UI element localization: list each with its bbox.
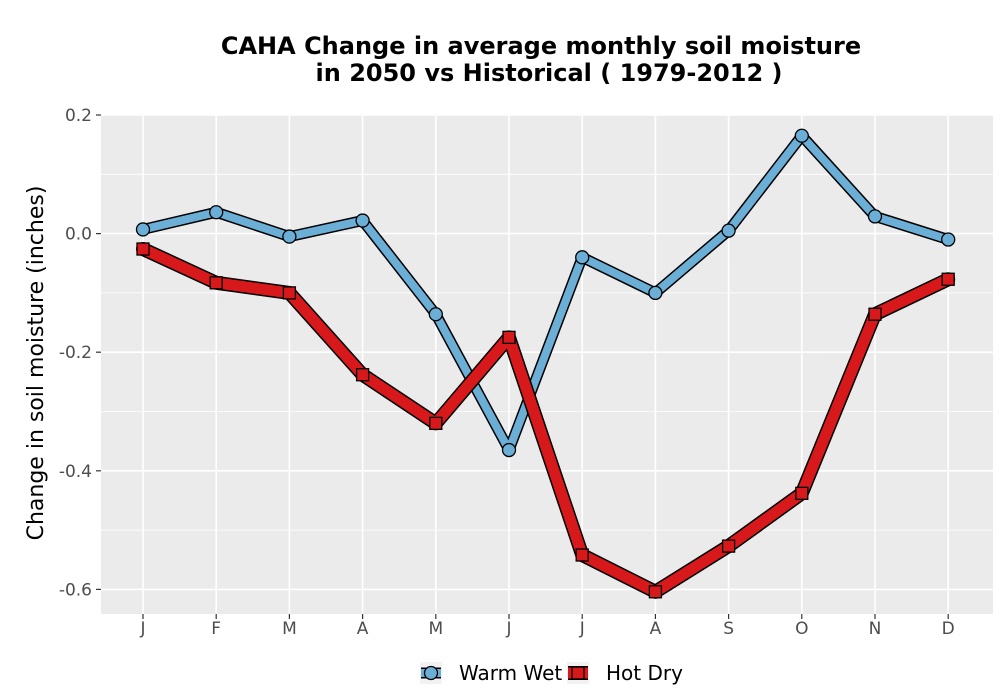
x-tick-label: O — [795, 619, 808, 639]
x-tick-label: J — [579, 619, 585, 639]
y-tick-label: -0.6 — [59, 580, 92, 600]
warm-wet-point — [648, 285, 663, 301]
x-tick-label: J — [139, 619, 145, 639]
hot-dry-point — [209, 276, 223, 290]
warm-wet-point — [501, 442, 517, 458]
warm-wet-point — [282, 229, 297, 244]
hot-dry-point — [429, 416, 443, 431]
major-gridlines — [101, 114, 993, 614]
x-tick-label: J — [505, 619, 511, 639]
hot-dry-line — [137, 243, 954, 598]
hot-dry-point — [355, 368, 370, 382]
hot-dry-point — [868, 307, 882, 321]
warm-wet-point — [941, 232, 956, 247]
hot-dry-point — [136, 242, 150, 256]
y-tick-label: -0.2 — [59, 343, 92, 363]
hot-dry-legend-label: Hot Dry — [606, 661, 683, 685]
chart-title-line-2: in 2050 vs Historical ( 1979-2012 ) — [316, 59, 783, 87]
y-tick-label: 0.2 — [65, 106, 92, 126]
y-axis-label: Change in soil moisture (inches) — [24, 186, 49, 541]
warm-wet-point — [794, 128, 809, 143]
y-tick-label: -0.4 — [59, 462, 92, 482]
warm-wet-point — [867, 209, 883, 224]
hot-dry-point — [648, 585, 663, 599]
y-axis-ticks: -0.6 -0.4 -0.2 0.0 0.2 — [59, 106, 101, 600]
x-tick-label: F — [211, 619, 221, 639]
x-tick-label: M — [282, 619, 297, 639]
x-tick-label: A — [650, 619, 662, 639]
x-tick-label: N — [869, 619, 882, 639]
warm-wet-point — [209, 205, 224, 220]
warm-wet-point — [428, 307, 443, 322]
chart-title-line-1: CAHA Change in average monthly soil mois… — [221, 32, 861, 60]
x-tick-label: S — [723, 619, 734, 639]
x-tick-label: M — [428, 619, 443, 639]
x-tick-label: D — [942, 619, 955, 639]
hot-dry-point — [282, 286, 297, 300]
legend: Warm Wet Hot Dry — [420, 661, 683, 685]
warm-wet-point — [355, 213, 370, 228]
hot-dry-point — [575, 548, 589, 562]
hot-dry-point — [502, 330, 516, 345]
hot-dry-point — [795, 486, 809, 500]
hot-dry-point — [941, 272, 955, 286]
x-tick-label: A — [357, 619, 369, 639]
warm-wet-legend-label: Warm Wet — [459, 661, 562, 685]
hot-dry-point — [721, 539, 736, 553]
warm-wet-point — [135, 222, 151, 237]
series-layer — [135, 128, 956, 599]
hot-dry-legend-marker — [571, 666, 585, 680]
warm-wet-line — [139, 131, 953, 455]
warm-wet-legend-marker — [423, 665, 439, 681]
warm-wet-point — [575, 250, 590, 265]
warm-wet-point — [721, 223, 736, 238]
y-tick-label: 0.0 — [65, 225, 92, 245]
